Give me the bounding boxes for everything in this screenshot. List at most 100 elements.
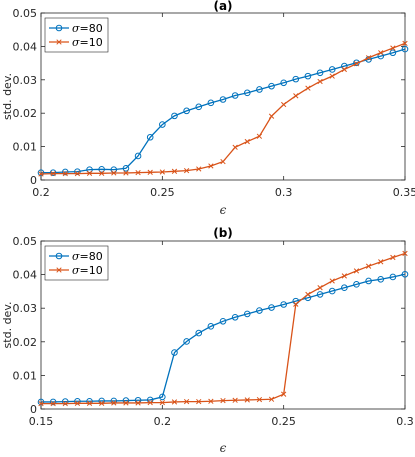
data-point	[377, 276, 385, 283]
x-tick-label: 0.25	[150, 186, 175, 199]
data-point	[390, 45, 396, 51]
data-point	[208, 163, 214, 169]
legend-label: σ=80	[72, 22, 103, 35]
data-point	[74, 397, 81, 405]
data-point	[196, 166, 202, 172]
y-tick-label: 0.05	[13, 235, 38, 248]
chart-title: (b)	[213, 226, 233, 240]
series-line	[41, 48, 406, 174]
x-tick-label: 0.15	[29, 415, 54, 428]
y-tick-label: 0.03	[13, 302, 38, 315]
data-point	[134, 152, 142, 160]
data-point	[231, 92, 239, 99]
data-point	[123, 170, 129, 176]
series-line	[40, 42, 406, 175]
chart-a: (a) 0.2 0.25 0.3 0.35 0 0.01 0.02 0.03 0.04 0.05 ϵ s…	[1, 0, 415, 217]
data-point	[268, 304, 275, 311]
y-axis-label: std. dev.	[1, 302, 14, 349]
data-point	[207, 99, 215, 107]
data-point	[98, 166, 105, 173]
x-tick-label: 0.3	[275, 186, 293, 199]
y-tick-label: 0.02	[13, 107, 38, 120]
y-tick-label: 0.03	[13, 74, 38, 87]
data-point	[159, 399, 165, 406]
data-point	[317, 285, 323, 291]
legend-label: σ=10	[72, 36, 103, 49]
data-point	[256, 133, 263, 139]
data-point	[389, 49, 397, 57]
data-point	[86, 397, 93, 405]
data-point	[341, 284, 348, 292]
x-axis-label: ϵ	[220, 441, 227, 455]
data-point	[329, 73, 335, 79]
data-point	[195, 103, 203, 111]
data-point	[220, 397, 226, 404]
legend-box	[44, 245, 109, 281]
data-point	[365, 55, 372, 61]
data-point	[281, 101, 287, 108]
data-point	[268, 82, 275, 90]
data-point	[244, 397, 250, 403]
data-point	[86, 170, 93, 176]
data-point	[146, 133, 154, 141]
data-point	[171, 349, 178, 356]
data-point	[281, 391, 287, 397]
chart-b: (b) 0.15 0.2 0.25 0.3 0 0.01 0.02 0.03 0.04 0.05 ϵ s…	[1, 226, 414, 455]
data-point	[111, 170, 117, 176]
data-point	[329, 278, 335, 284]
data-point	[317, 78, 323, 85]
data-point	[37, 398, 45, 406]
data-point	[207, 323, 215, 330]
legend-symbol: σ	[72, 36, 80, 49]
data-point	[389, 273, 397, 281]
data-point	[135, 400, 141, 406]
data-point	[292, 75, 300, 83]
data-point	[195, 329, 203, 337]
y-tick-label: 0.01	[13, 369, 38, 382]
x-tick-label: 0.2	[32, 186, 50, 199]
data-point	[256, 396, 263, 403]
data-point	[243, 310, 251, 318]
data-point	[49, 398, 57, 406]
data-point	[183, 107, 190, 115]
data-point	[401, 270, 409, 278]
data-point	[62, 171, 68, 177]
data-point	[196, 398, 202, 405]
legend-symbol: σ	[72, 22, 80, 35]
legend-symbol: σ	[72, 250, 80, 263]
series-line	[41, 273, 406, 403]
data-point	[38, 171, 44, 177]
data-point	[183, 398, 190, 405]
legend-box	[44, 17, 109, 53]
data-point	[268, 113, 275, 119]
legend-marker	[55, 24, 63, 32]
data-point	[171, 168, 178, 174]
data-point	[328, 66, 336, 73]
y-tick-label: 0.02	[13, 336, 38, 349]
data-point	[37, 169, 45, 176]
data-point	[135, 169, 141, 176]
data-point	[401, 45, 409, 53]
data-point	[147, 399, 153, 406]
data-point	[171, 399, 178, 405]
data-point	[232, 397, 238, 403]
data-point	[341, 273, 347, 279]
data-point	[62, 400, 68, 407]
data-point	[232, 144, 238, 150]
data-point	[353, 61, 360, 67]
data-point	[341, 66, 347, 73]
data-point	[293, 93, 299, 99]
data-point	[316, 291, 324, 298]
data-point	[208, 398, 214, 404]
y-axis-label: std. dev.	[1, 73, 14, 120]
data-point	[171, 112, 178, 120]
data-point	[353, 268, 360, 274]
data-point	[147, 169, 153, 175]
legend-marker	[55, 252, 63, 260]
data-point	[256, 307, 263, 314]
data-point	[122, 165, 130, 172]
data-point	[99, 400, 105, 406]
data-point	[280, 301, 287, 308]
data-point	[293, 301, 299, 307]
data-point	[402, 40, 408, 47]
